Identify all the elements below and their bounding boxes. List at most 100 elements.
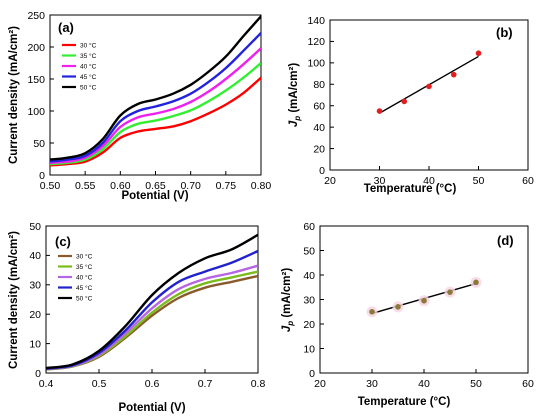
legend-label: 30 °C (80, 41, 97, 49)
legend-label: 35 °C (76, 263, 93, 271)
y-tick-label: 60 (303, 221, 315, 233)
data-point (369, 308, 375, 315)
data-point (473, 279, 479, 286)
y-tick-label: 140 (307, 15, 325, 27)
legend-label: 40 °C (76, 273, 93, 281)
data-point (421, 297, 427, 304)
series-line-a-2 (50, 62, 261, 166)
y-tick-label: 100 (307, 58, 325, 70)
x-ticks-c: 0.4 0.5 0.6 0.7 0.8 (39, 369, 265, 390)
x-axis-label-c: Potential (V) (118, 402, 185, 414)
y-tick-label: 50 (29, 221, 41, 233)
x-tick-label: 0.5 (92, 378, 107, 390)
x-axis-label-b: Temperature (°C) (364, 183, 457, 195)
x-tick-label: 20 (324, 175, 336, 187)
y-axis-label-a: Current density (mA/cm²) (8, 26, 20, 164)
plot-frame-a (49, 14, 262, 176)
data-point (395, 304, 401, 310)
panel-a: 0.50 0.55 0.60 0.65 0.70 0.75 0.80 0 50 100 150 20… (8, 10, 271, 202)
legend-label: 50 °C (76, 294, 93, 302)
y-tick-label: 40 (303, 270, 315, 282)
x-tick-label: 0.70 (180, 180, 201, 192)
y-tick-label: 120 (307, 36, 325, 48)
y-ticks-d: 0 10 20 30 40 50 60 (303, 221, 324, 380)
x-ticks-d: 20 30 40 50 60 (314, 369, 534, 390)
y-tick-label: 40 (313, 122, 325, 134)
legend-label: 50 °C (80, 83, 97, 91)
y-axis-label-c: Current density (mA/cm²) (8, 231, 20, 369)
panel-label-d: (d) (497, 233, 514, 248)
y-tick-label: 200 (27, 42, 45, 54)
x-tick-label: 0.80 (251, 180, 272, 192)
x-ticks-a: 0.50 0.55 0.60 0.65 0.70 0.75 0.80 (40, 171, 272, 192)
x-tick-label: 50 (470, 378, 482, 390)
y-ticks-c: 0 10 20 30 40 50 (29, 221, 50, 380)
series-line-c-5 (46, 233, 258, 370)
series-line-a-1 (50, 76, 261, 167)
x-axis-label-d: Temperature (°C) (358, 396, 451, 408)
x-tick-label: 0.65 (145, 180, 166, 192)
legend-c: 30 °C 35 °C 40 °C 45 °C 50 °C (58, 252, 93, 302)
x-axis-label-a: Potential (V) (121, 190, 188, 202)
x-tick-label: 0.75 (216, 180, 237, 192)
x-tick-label: 0.55 (75, 180, 96, 192)
panel-label-a: (a) (58, 20, 74, 35)
y-tick-label: 150 (27, 74, 45, 86)
y-tick-label: 100 (27, 106, 45, 118)
x-tick-label: 0.60 (110, 180, 131, 192)
x-tick-label: 60 (522, 378, 534, 390)
plot-frame-b (329, 19, 529, 171)
x-tick-label: 0.6 (145, 378, 160, 390)
y-tick-label: 30 (29, 280, 41, 292)
x-tick-label: 60 (522, 175, 534, 187)
y-axis-label-b: Jp (mA/cm²) (288, 63, 302, 127)
x-tick-label: 0.7 (198, 378, 213, 390)
x-tick-label: 40 (423, 175, 435, 187)
data-point (475, 50, 482, 57)
y-tick-label: 20 (313, 143, 325, 155)
y-axis-label-d: Jp (mA/cm²) (281, 268, 295, 332)
legend-label: 45 °C (80, 73, 97, 81)
y-tick-label: 0 (35, 368, 41, 380)
series-layer-a (50, 15, 261, 167)
panel-d: 20 30 40 50 60 0 10 20 30 40 50 60 (d) Temperature… (281, 221, 534, 408)
y-tick-label: 20 (29, 309, 41, 321)
x-tick-label: 30 (374, 175, 386, 187)
data-point (447, 289, 453, 295)
x-tick-label: 0.50 (40, 180, 61, 192)
y-ticks-a: 0 50 100 150 200 250 (27, 10, 54, 182)
panel-c: 0.4 0.5 0.6 0.7 0.8 0 10 20 30 40 50 (c) 30 °C 35 … (8, 221, 265, 414)
x-tick-label: 40 (418, 378, 430, 390)
y-tick-label: 0 (319, 165, 325, 177)
x-tick-label: 50 (473, 175, 485, 187)
x-tick-label: 0.4 (39, 378, 54, 390)
y-tick-label: 30 (303, 294, 315, 306)
legend-label: 40 °C (80, 62, 97, 70)
y-tick-label: 10 (29, 338, 41, 350)
data-point (376, 108, 383, 114)
legend-a: 30 °C 35 °C 40 °C 45 °C 50 °C (62, 41, 97, 91)
y-tick-label: 20 (303, 319, 315, 331)
x-ticks-b: 20 30 40 50 60 (324, 166, 534, 187)
legend-label: 45 °C (76, 284, 93, 292)
series-layer-b (376, 50, 482, 114)
y-tick-label: 0 (309, 368, 315, 380)
y-tick-label: 50 (303, 245, 315, 257)
series-line-a-4 (50, 32, 261, 163)
x-tick-label: 20 (314, 378, 326, 390)
data-point (426, 83, 432, 90)
panel-label-c: (c) (55, 234, 71, 249)
series-layer-d (366, 276, 482, 318)
x-tick-label: 30 (366, 378, 378, 390)
legend-label: 30 °C (76, 252, 93, 260)
y-tick-label: 80 (313, 79, 325, 91)
y-tick-label: 40 (29, 250, 41, 262)
panel-label-b: (b) (496, 25, 513, 40)
y-ticks-b: 0 20 40 60 80 100 120 140 (307, 15, 334, 177)
data-point (450, 71, 457, 78)
legend-label: 35 °C (80, 52, 97, 60)
y-tick-label: 50 (33, 138, 45, 150)
data-point (401, 98, 408, 105)
y-tick-label: 0 (39, 170, 45, 182)
